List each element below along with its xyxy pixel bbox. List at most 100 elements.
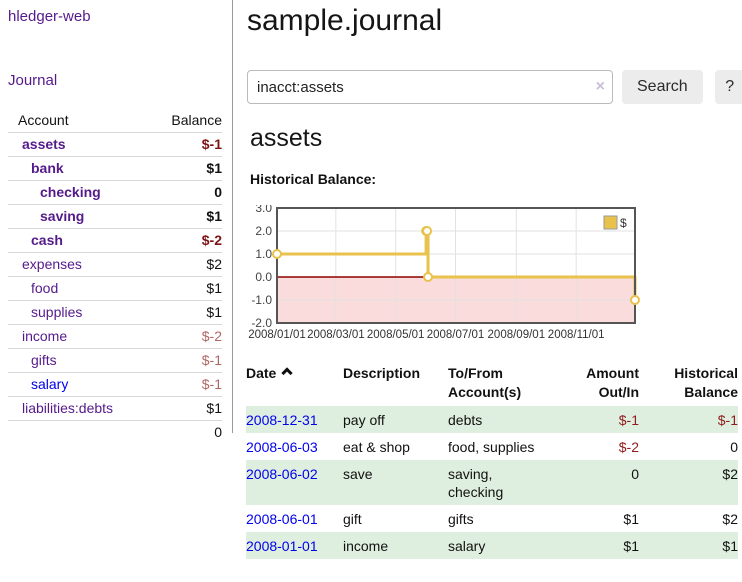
account-row: liabilities:debts $1 [8, 396, 222, 421]
data-point-marker [423, 272, 434, 282]
nav-journal-link[interactable]: Journal [8, 72, 58, 89]
x-axis-tick-label: 2008/11/01 [548, 329, 605, 341]
running-balance: $2 [722, 511, 738, 527]
transaction-accounts: food, supplies [448, 439, 535, 455]
x-axis-tick-label: 2008/01/01 [248, 329, 306, 341]
account-link[interactable]: income [22, 328, 68, 344]
search-input-wrap: × [247, 70, 613, 104]
transaction-description: eat & shop [343, 439, 410, 455]
sidebar-divider [232, 0, 233, 433]
transaction-amount: $-2 [618, 439, 639, 455]
transaction-description: income [343, 538, 389, 554]
legend-swatch [603, 215, 618, 230]
search-input[interactable] [247, 70, 613, 104]
sort-ascending-icon [281, 367, 294, 379]
account-link[interactable]: salary [31, 376, 69, 392]
account-balance: $-1 [152, 372, 222, 397]
account-link[interactable]: saving [40, 208, 85, 224]
plot-border [276, 207, 636, 324]
transaction-accounts: gifts [448, 511, 474, 527]
register-row: 2008-06-03 eat & shop food, supplies $-2 0 [246, 433, 738, 460]
account-row: supplies $1 [8, 300, 222, 325]
transaction-accounts: debts [448, 412, 483, 428]
running-balance: $1 [722, 538, 738, 554]
account-link[interactable]: supplies [31, 304, 83, 320]
description-column-header: Description [343, 365, 421, 381]
x-axis-tick-label: 2008/09/01 [488, 329, 546, 341]
transaction-date-link[interactable]: 2008-01-01 [246, 538, 318, 554]
transaction-description: save [343, 466, 373, 482]
search-form: × Search ? [247, 70, 742, 104]
sidebar: hledger-web Journal Account Balance asse… [8, 8, 224, 444]
account-balance: $-2 [152, 324, 222, 349]
y-axis-tick-label: 0.0 [255, 270, 272, 284]
total-balance: 0 [152, 419, 222, 444]
account-row: assets $-1 [8, 132, 222, 157]
legend-label: $ [620, 216, 627, 230]
page-title: sample.journal [247, 4, 443, 37]
transaction-amount: 0 [631, 466, 639, 482]
total-spacer [8, 419, 153, 444]
account-balance: $1 [152, 276, 222, 301]
transaction-date-link[interactable]: 2008-06-03 [246, 439, 318, 455]
transaction-date-link[interactable]: 2008-06-02 [246, 466, 318, 482]
account-link[interactable]: liabilities:debts [22, 400, 114, 416]
transaction-description: gift [343, 511, 362, 527]
y-axis-tick-label: -2.0 [251, 316, 272, 330]
account-balance: $-1 [152, 348, 222, 373]
transaction-description: pay off [343, 412, 385, 428]
account-balance: $1 [152, 396, 222, 421]
account-balance: $-2 [152, 228, 222, 253]
transaction-date-link[interactable]: 2008-06-01 [246, 511, 318, 527]
amount-column-header: Amount Out/In [586, 365, 639, 400]
y-axis-tick-label: 2.0 [255, 224, 272, 238]
x-axis-tick-label: 2008/07/01 [427, 329, 485, 341]
account-row: salary $-1 [8, 372, 222, 397]
total-row: 0 [8, 419, 222, 444]
account-link[interactable]: cash [31, 232, 63, 248]
account-row: cash $-2 [8, 228, 222, 253]
transaction-amount: $1 [623, 511, 639, 527]
transaction-amount: $-1 [618, 412, 639, 428]
account-row: saving $1 [8, 204, 222, 229]
chart-title: Historical Balance: [250, 171, 377, 187]
account-row: checking 0 [8, 180, 222, 205]
transaction-accounts: saving, checking [448, 466, 504, 500]
search-button[interactable]: Search [622, 70, 703, 104]
balance-column-header: Balance [152, 108, 222, 133]
account-link[interactable]: checking [40, 184, 101, 200]
running-balance: 0 [730, 439, 738, 455]
account-link[interactable]: bank [31, 160, 64, 176]
account-link[interactable]: expenses [22, 256, 82, 272]
account-balance: 0 [152, 180, 222, 205]
account-balance: $1 [152, 156, 222, 181]
date-column-header[interactable]: Date [246, 361, 343, 406]
transaction-date-link[interactable]: 2008-12-31 [246, 412, 318, 428]
account-link[interactable]: gifts [31, 352, 57, 368]
account-balance: $-1 [152, 132, 222, 157]
account-table-header: Account Balance [8, 108, 222, 133]
transaction-accounts: salary [448, 538, 486, 554]
account-column-header: Account [8, 108, 153, 133]
register-row: 2008-01-01 income salary $1 $1 [246, 532, 738, 559]
clear-search-icon[interactable]: × [595, 78, 605, 95]
x-axis-tick-label: 2008/03/01 [307, 329, 365, 341]
brand-link[interactable]: hledger-web [8, 8, 91, 25]
account-row: income $-2 [8, 324, 222, 349]
register-row: 2008-06-01 gift gifts $1 $2 [246, 505, 738, 532]
running-balance: $2 [722, 466, 738, 482]
data-point-marker [272, 249, 282, 259]
running-balance: $-1 [717, 412, 738, 428]
register-header-row: Date Description To/From Account(s) Amou… [246, 361, 738, 406]
register-table: Date Description To/From Account(s) Amou… [246, 361, 738, 559]
y-axis-tick-label: 3.0 [255, 205, 272, 215]
account-balance: $2 [152, 252, 222, 277]
register-row: 2008-06-02 save saving, checking 0 $2 [246, 460, 738, 505]
accounts-column-header: To/From Account(s) [448, 365, 522, 400]
account-row: expenses $2 [8, 252, 222, 277]
account-link[interactable]: food [31, 280, 59, 296]
help-button[interactable]: ? [714, 70, 742, 104]
account-row: food $1 [8, 276, 222, 301]
account-link[interactable]: assets [22, 136, 66, 152]
